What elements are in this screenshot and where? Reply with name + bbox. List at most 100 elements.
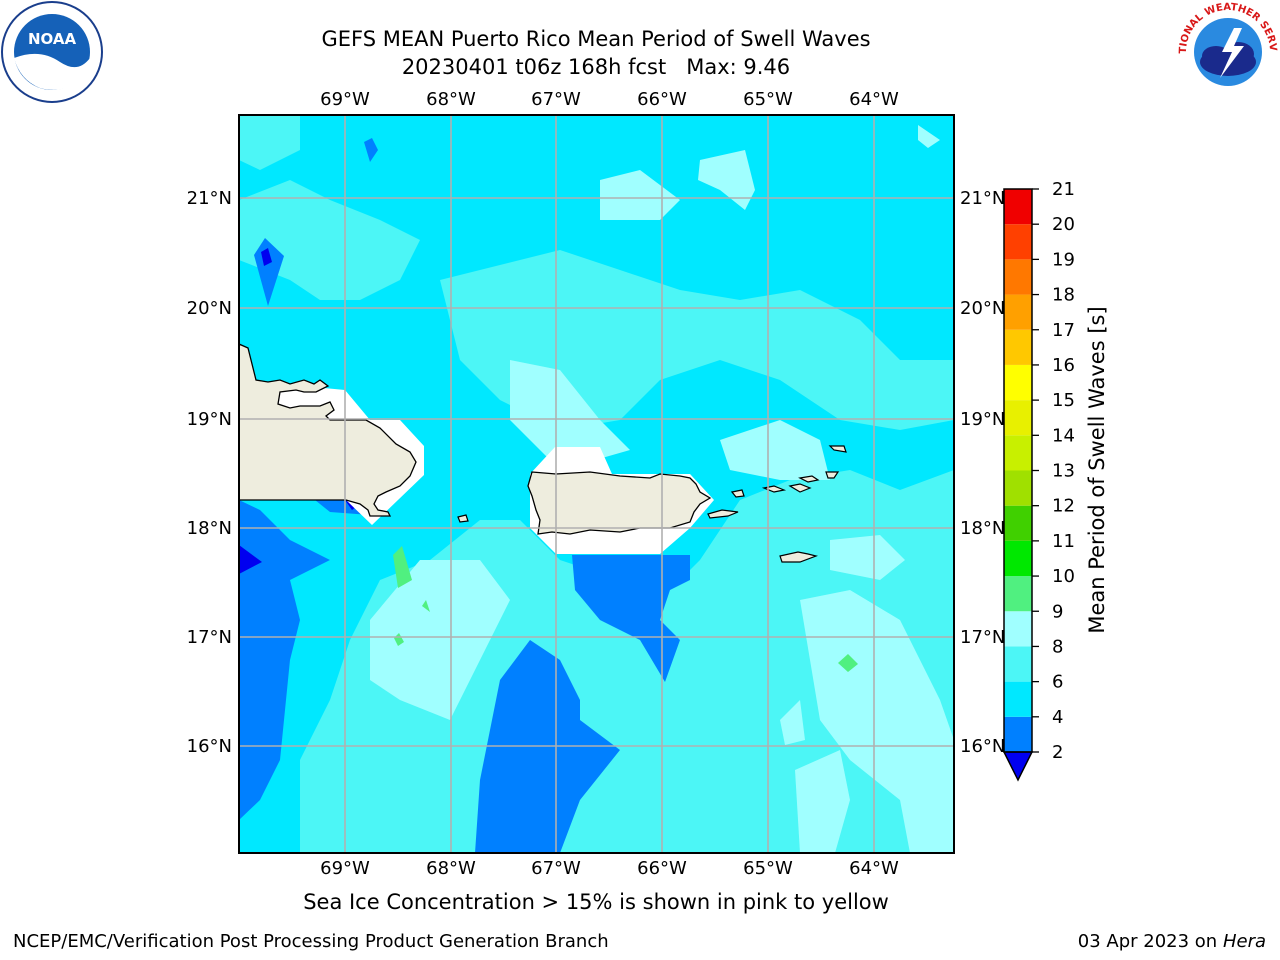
island-anegada: [828, 445, 847, 453]
lat-label-right: 18°N: [960, 518, 1005, 539]
contour-8-9-region: [600, 170, 680, 220]
colorbar-tick-label: 13: [1052, 461, 1075, 482]
contour-8-9-region: [918, 125, 940, 148]
map-frame: [238, 114, 955, 854]
lat-label-left: 19°N: [187, 409, 232, 430]
colorbar-tick-label: 9: [1052, 601, 1063, 622]
colorbar-tick-label: 17: [1052, 320, 1075, 341]
island-culebra: [730, 489, 745, 498]
footer-credit: NCEP/EMC/Verification Post Processing Pr…: [13, 931, 609, 952]
lat-label-right: 16°N: [960, 736, 1005, 757]
colorbar-bin: [1004, 540, 1032, 577]
contour-8-9-region: [510, 360, 630, 470]
colorbar-tick-label: 20: [1052, 214, 1075, 235]
colorbar-bin: [1004, 576, 1032, 612]
lon-label-top: 64°W: [849, 89, 899, 110]
land-puerto-rico: [527, 471, 712, 535]
colorbar: 2 4 6 8 9 10 11 12 13 14 15 16 17 18 19 20 21: [1002, 179, 1075, 782]
lat-label-left: 16°N: [187, 736, 232, 757]
colorbar-bin: [1004, 646, 1032, 682]
colorbar-bin: [1004, 329, 1032, 365]
lon-label-top: 68°W: [426, 89, 476, 110]
colorbar-tick-label: 21: [1052, 179, 1075, 200]
noaa-logo-text: NOAA: [28, 30, 77, 48]
lat-label-right: 19°N: [960, 409, 1005, 430]
contour-2-4-region: [315, 500, 370, 515]
colorbar-tick-label: 18: [1052, 285, 1075, 306]
lon-label-bottom: 68°W: [426, 858, 476, 879]
sea-ice-caption: Sea Ice Concentration > 15% is shown in …: [303, 890, 889, 914]
contour-2-4-region: [364, 138, 378, 162]
colorbar-tick-label: 8: [1052, 636, 1063, 657]
contour-lt2-region: [261, 248, 272, 266]
gridlines: [239, 115, 954, 853]
lat-label-right: 20°N: [960, 298, 1005, 319]
contour-9-10-region: [422, 600, 430, 612]
chart-title: GEFS MEAN Puerto Rico Mean Period of Swe…: [321, 27, 871, 51]
colorbar-tick-label: 15: [1052, 390, 1075, 411]
lat-label-left: 20°N: [187, 298, 232, 319]
contour-9-10-region: [393, 546, 412, 588]
contour-8-9-region: [830, 535, 905, 580]
colorbar-tick-label: 2: [1052, 742, 1063, 763]
lat-label-right: 21°N: [960, 188, 1005, 209]
colorbar-tick-label: 11: [1052, 531, 1075, 552]
land-hispaniola: [239, 343, 417, 517]
chart-subtitle: 20230401 t06z 168h fcst Max: 9.46: [401, 55, 791, 79]
noaa-logo: NOAA: [1, 1, 103, 103]
colorbar-bin: [1004, 716, 1032, 752]
contour-8-9-region: [800, 590, 954, 853]
lon-label-bottom: 64°W: [849, 858, 899, 879]
colorbar-tick-label: 14: [1052, 425, 1075, 446]
lat-label-left: 18°N: [187, 518, 232, 539]
contour-6-8-region: [239, 180, 420, 300]
colorbar-bin: [1004, 294, 1032, 330]
colorbar-bin: [1004, 681, 1032, 717]
colorbar-tick-label: 12: [1052, 496, 1075, 517]
island-vieques: [707, 509, 739, 519]
island-tortola: [798, 475, 820, 483]
contour-2-4-region: [572, 555, 690, 682]
lon-label-bottom: 65°W: [743, 858, 793, 879]
lon-label-top: 67°W: [531, 89, 581, 110]
contour-6-8-region: [239, 115, 300, 170]
colorbar-extend-min: [1002, 751, 1034, 782]
contour-field: [239, 115, 954, 853]
island-st-croix: [779, 551, 819, 563]
lon-label-top: 65°W: [743, 89, 793, 110]
nws-logo: NATIONAL WEATHER SERVICE: [1176, 0, 1278, 100]
island-mona: [457, 514, 469, 523]
island-st-thomas: [761, 485, 787, 493]
contour-8-9-region: [795, 750, 850, 853]
footer-host: Hera: [1222, 931, 1266, 952]
contour-2-4-region: [239, 500, 330, 820]
colorbar-tick-label: 4: [1052, 707, 1063, 728]
contour-9-10-region: [838, 654, 858, 672]
colorbar-bin: [1004, 611, 1032, 647]
colorbar-bin: [1004, 224, 1032, 260]
lon-label-bottom: 69°W: [320, 858, 370, 879]
colorbar-tick-label: 10: [1052, 566, 1075, 587]
lat-label-right: 17°N: [960, 627, 1005, 648]
contour-lt2-region: [239, 545, 262, 574]
contour-8-9-region: [780, 700, 805, 745]
colorbar-bin: [1004, 189, 1032, 225]
colorbar-tick-label: 16: [1052, 355, 1075, 376]
lat-label-left: 21°N: [187, 188, 232, 209]
lon-label-bottom: 67°W: [531, 858, 581, 879]
colorbar-tick-label: 6: [1052, 672, 1063, 693]
colorbar-bin: [1004, 259, 1032, 295]
colorbar-label: Mean Period of Swell Waves [s]: [1085, 306, 1109, 633]
colorbar-tick-label: 19: [1052, 249, 1075, 270]
contour-8-9-region: [370, 560, 510, 720]
contour-8-9-region: [720, 420, 830, 480]
colorbar-bin: [1004, 400, 1032, 436]
lat-label-left: 17°N: [187, 627, 232, 648]
contour-2-4-region: [254, 238, 284, 306]
lon-label-bottom: 66°W: [637, 858, 687, 879]
colorbar-bin: [1004, 364, 1032, 401]
colorbar-bin: [1004, 470, 1032, 506]
contour-8-9-region: [698, 150, 755, 210]
island-virgin-gorda: [825, 471, 840, 479]
